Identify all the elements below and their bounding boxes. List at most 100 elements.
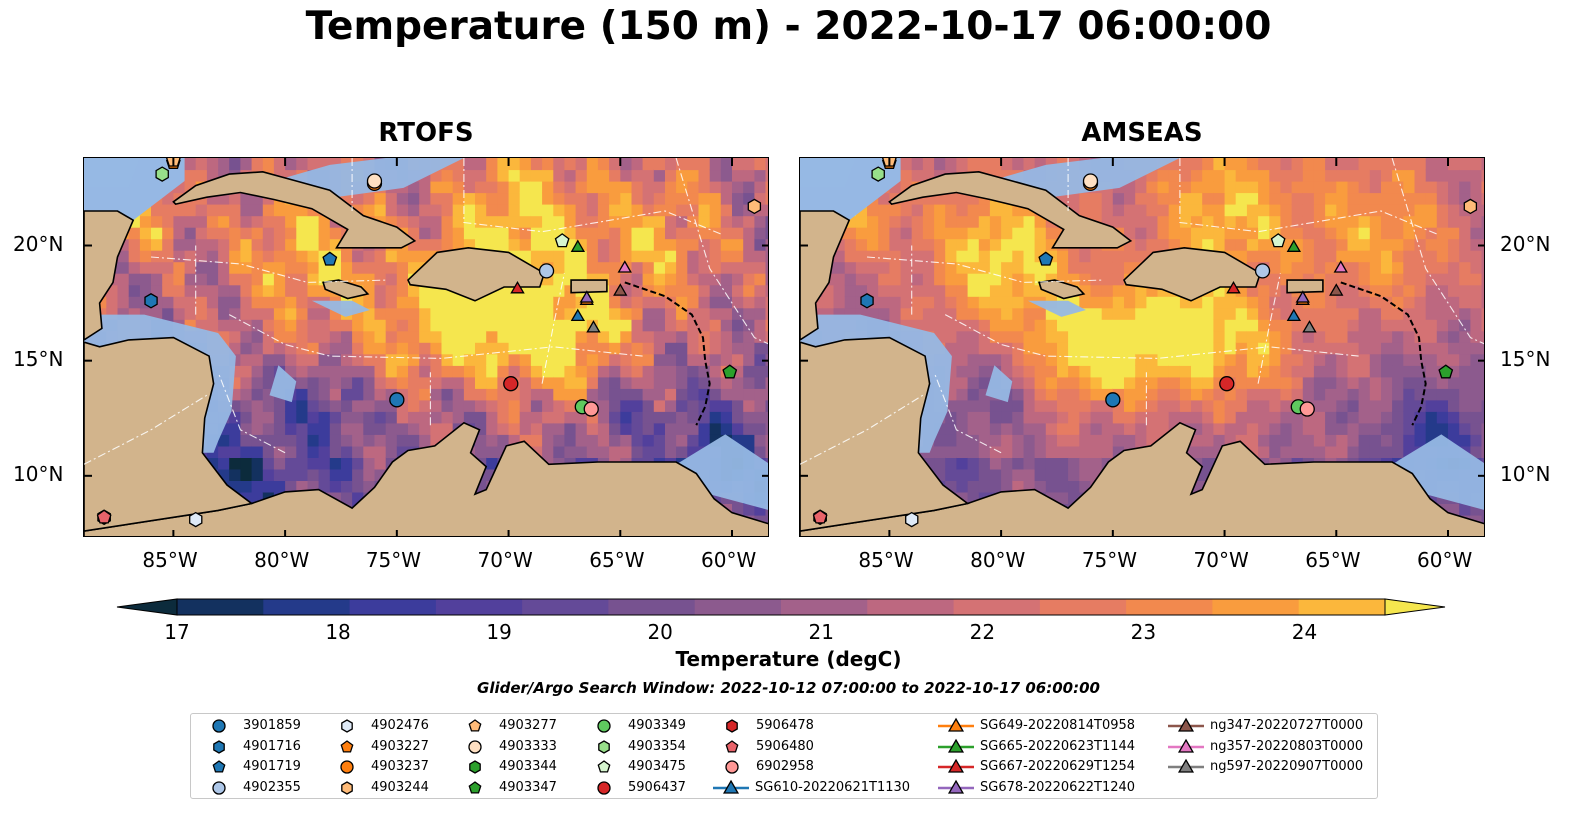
panel-title-amseas: AMSEAS — [1081, 118, 1203, 148]
eez-boundary — [1391, 158, 1484, 345]
legend-label: 6902958 — [756, 759, 814, 774]
colorbar-extend-high — [1384, 598, 1446, 616]
lon-tick-label: 85°W — [858, 548, 914, 572]
lon-tick-label: 75°W — [365, 548, 422, 572]
colorbar-segment — [177, 599, 264, 615]
map-panel-rtofs — [83, 157, 769, 537]
legend-marker-icon — [340, 739, 354, 753]
legend-marker — [1177, 758, 1195, 773]
legend-marker-icon — [1168, 717, 1204, 732]
legend-marker — [468, 719, 482, 732]
colorbar-tick-label: 21 — [808, 620, 834, 644]
land-sam — [800, 421, 1484, 536]
legend-marker — [340, 739, 354, 753]
eez-boundary — [217, 372, 286, 454]
platform-marker — [1254, 263, 1271, 279]
legend-label: 4903227 — [371, 738, 429, 754]
legend-marker — [947, 758, 965, 773]
colorbar-segment — [694, 599, 782, 615]
legend-marker — [722, 779, 740, 794]
platform-marker — [96, 509, 112, 524]
colorbar-segment — [867, 599, 955, 615]
lon-tick-label: 65°W — [589, 548, 645, 572]
platform-marker — [1302, 320, 1317, 333]
shelf-area — [800, 158, 856, 188]
platform-marker — [554, 233, 570, 248]
colorbar-tick-label: 24 — [1291, 620, 1318, 644]
eez-boundary — [675, 158, 768, 345]
shelf-area — [269, 365, 297, 403]
colorbar-segment — [1298, 599, 1386, 615]
legend-marker — [341, 719, 353, 733]
panel-title-rtofs: RTOFS — [378, 118, 474, 148]
land-camerica — [84, 336, 254, 532]
lon-tick-label: 80°W — [254, 548, 310, 572]
land-cuba — [172, 170, 417, 249]
legend-marker — [947, 738, 965, 753]
colorbar-tick-label: 19 — [486, 620, 512, 644]
legend-marker — [212, 760, 226, 773]
colorbar-tick-label: 22 — [969, 620, 996, 644]
colorbar-label: Temperature (degC) — [675, 647, 902, 671]
land-mexico — [800, 210, 851, 341]
land-pr — [1286, 279, 1324, 294]
legend-marker-icon — [938, 779, 974, 794]
legend-marker — [212, 719, 226, 733]
legend-marker — [726, 719, 738, 733]
legend-marker — [468, 780, 482, 794]
eez-boundary — [1179, 158, 1438, 235]
legend-marker-icon — [213, 739, 225, 754]
legend-marker-icon — [340, 760, 354, 774]
legend-label: SG665-20220623T1144 — [980, 738, 1136, 754]
platform-marker — [860, 293, 874, 309]
legend-label: 4903349 — [628, 718, 686, 733]
lat-tick-label: 15°N — [1500, 346, 1551, 371]
platform-marker — [1295, 290, 1310, 303]
legend-marker-icon — [341, 719, 353, 733]
legend-label: 4901716 — [243, 738, 301, 754]
platform-marker — [1299, 401, 1315, 417]
land-jam — [322, 279, 370, 300]
eez-boundary — [463, 158, 722, 235]
map-panel-amseas — [799, 157, 1485, 537]
legend-marker-icon — [212, 760, 226, 773]
legend-label: 4903354 — [628, 738, 686, 754]
legend: 3901859 4901716 4901719 4902355 4902476 49032… — [190, 713, 1378, 799]
colorbar-segment — [1126, 599, 1213, 615]
legend-label: 4903344 — [499, 759, 557, 774]
legend-marker — [725, 739, 739, 753]
land-hisp — [1123, 246, 1262, 302]
legend-marker-icon — [212, 719, 226, 733]
lesser-antilles — [1340, 281, 1427, 426]
platform-marker — [1286, 239, 1302, 252]
legend-label: 4902476 — [371, 718, 429, 733]
legend-marker — [725, 760, 739, 774]
platform-marker — [503, 376, 519, 392]
legend-label: 4903333 — [499, 738, 557, 754]
platform-marker — [871, 166, 885, 182]
legend-marker-icon — [938, 717, 974, 732]
lon-tick-label: 60°W — [701, 548, 757, 572]
rtofs-map-svg — [84, 158, 768, 536]
platform-marker — [586, 320, 601, 333]
platform-marker — [613, 283, 628, 296]
lat-tick-label: 10°N — [1500, 461, 1551, 486]
platform-marker — [1329, 283, 1344, 296]
legend-marker — [1177, 717, 1195, 732]
legend-label: SG649-20220814T0958 — [980, 718, 1136, 733]
shelf-area — [665, 434, 768, 510]
colorbar-tick-label: 20 — [647, 620, 673, 644]
legend-marker-icon — [468, 780, 482, 794]
platform-marker — [322, 251, 338, 266]
legend-label: ng357-20220803T0000 — [1210, 738, 1364, 754]
platform-marker — [538, 263, 555, 279]
lon-tick-label: 75°W — [1081, 548, 1138, 572]
platform-marker — [366, 173, 383, 189]
platform-marker — [1038, 251, 1054, 266]
colorbar-frame — [176, 598, 1386, 616]
legend-marker-icon — [468, 739, 482, 754]
legend-marker — [212, 780, 226, 795]
colorbar-segment — [953, 599, 1041, 615]
platform-marker — [722, 364, 738, 379]
land-camerica — [800, 336, 970, 532]
